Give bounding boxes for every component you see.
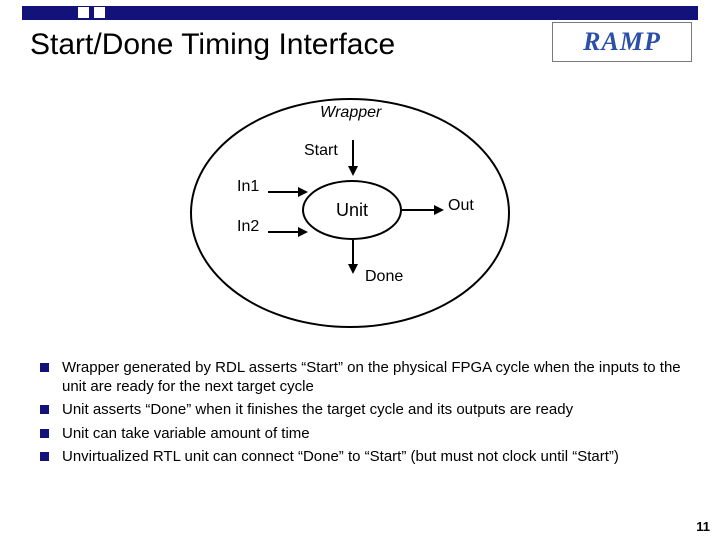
in2-label: In2	[237, 218, 259, 236]
logo: RAMP	[552, 22, 692, 62]
in1-label: In1	[237, 178, 259, 196]
out-label: Out	[448, 197, 474, 215]
list-item: Unit can take variable amount of time	[36, 424, 692, 443]
list-item: Unit asserts “Done” when it finishes the…	[36, 400, 692, 419]
page-title: Start/Done Timing Interface	[30, 28, 395, 62]
header-square-2	[94, 7, 105, 18]
list-item: Wrapper generated by RDL asserts “Start”…	[36, 358, 692, 396]
bullet-list: Wrapper generated by RDL asserts “Start”…	[36, 358, 692, 470]
page-number: 11	[696, 519, 710, 534]
logo-text: RAMP	[583, 27, 661, 57]
diagram: Wrapper Start In1 In2 Unit Out	[190, 90, 530, 340]
slide: RAMP Start/Done Timing Interface Wrapper…	[0, 0, 720, 540]
start-label: Start	[304, 142, 338, 160]
header-bar	[22, 6, 698, 20]
header-square-1	[78, 7, 89, 18]
unit-label: Unit	[336, 200, 368, 221]
done-label: Done	[365, 268, 403, 286]
list-item: Unvirtualized RTL unit can connect “Done…	[36, 447, 692, 466]
wrapper-label: Wrapper	[320, 104, 381, 122]
unit-ellipse: Unit	[302, 180, 402, 240]
